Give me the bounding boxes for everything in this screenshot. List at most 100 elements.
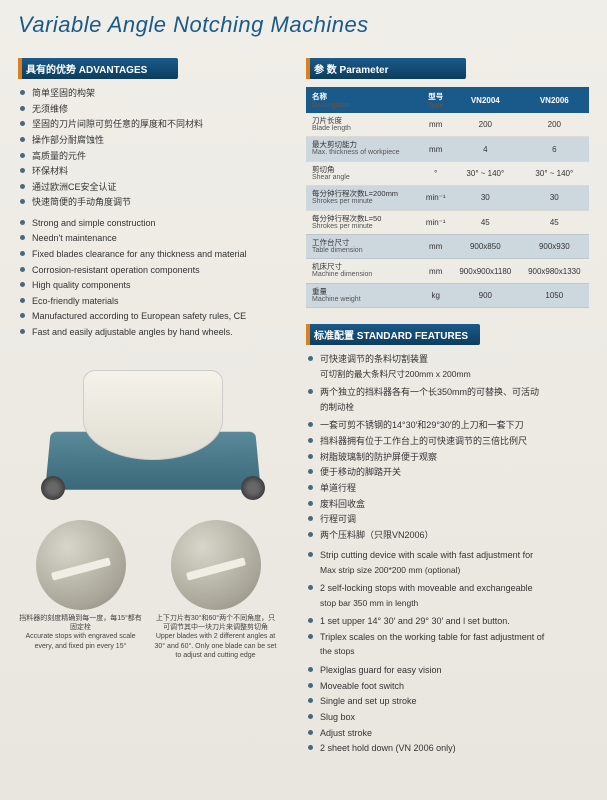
list-item: 废料回收盒 <box>308 498 589 510</box>
list-subitem: 可切割的最大条料尺寸200mm x 200mm <box>320 369 589 380</box>
list-item: 可快速调节的条料切割装置 <box>308 353 589 365</box>
table-cell: 6 <box>520 137 589 161</box>
table-cell: 900x980x1330 <box>520 259 589 283</box>
list-item: 便于移动的脚踏开关 <box>308 466 589 478</box>
list-item: 两个压料脚（只限VN2006） <box>308 529 589 541</box>
features-header: 标准配置 STANDARD FEATURES <box>306 324 480 345</box>
table-cell: 30° ~ 140° <box>520 161 589 185</box>
page-title: Variable Angle Notching Machines <box>18 12 589 38</box>
features-list-cn: 可快速调节的条料切割装置可切割的最大条料尺寸200mm x 200mm两个独立的… <box>308 353 589 541</box>
list-item: 坚固的刀片间隙可剪任意的厚度和不同材料 <box>20 118 288 130</box>
table-cell: 工作台尺寸Table dimension <box>306 234 420 258</box>
list-item: Adjust stroke <box>308 727 589 739</box>
table-cell: 每分钟行程次数L=50Shrokes per minute <box>306 210 420 234</box>
list-item: Slug box <box>308 711 589 723</box>
list-item: Triplex scales on the working table for … <box>308 631 589 643</box>
list-item: Single and set up stroke <box>308 695 589 707</box>
table-row: 重量Machine weightkg9001050 <box>306 283 589 307</box>
table-cell: 30° ~ 140° <box>451 161 520 185</box>
thumbnail-caption: 挡料器的刻度精确到每一度，每15°都有固定栓 Accurate stops wi… <box>18 614 143 650</box>
thumbnail: 上下刀片有30°和60°两个不同角度，只可调节其中一块刀片来调整剪切角 Uppe… <box>153 520 278 659</box>
table-cell: 30 <box>451 186 520 210</box>
table-cell: 200 <box>520 113 589 137</box>
right-column: 参 数 Parameter 名称Description型号TypeVN2004V… <box>306 58 589 762</box>
list-item: 行程可调 <box>308 513 589 525</box>
thumbnail-row: 挡料器的刻度精确到每一度，每15°都有固定栓 Accurate stops wi… <box>18 520 288 659</box>
table-cell: 刀片长度Blade length <box>306 113 420 137</box>
list-item: 操作部分耐腐蚀性 <box>20 134 288 146</box>
list-subitem: stop bar 350 mm in length <box>320 598 589 609</box>
table-cell: ° <box>420 161 451 185</box>
table-header: VN2006 <box>520 87 589 113</box>
product-image <box>33 348 273 508</box>
thumbnail-image <box>171 520 261 610</box>
table-row: 工作台尺寸Table dimensionmm900x850900x930 <box>306 234 589 258</box>
list-item: Corrosion-resistant operation components <box>20 264 288 276</box>
table-cell: 900 <box>451 283 520 307</box>
parameter-header: 参 数 Parameter <box>306 58 466 79</box>
thumbnail-caption: 上下刀片有30°和60°两个不同角度，只可调节其中一块刀片来调整剪切角 Uppe… <box>153 614 278 659</box>
list-item: 通过欧洲CE安全认证 <box>20 181 288 193</box>
table-cell: 900x850 <box>451 234 520 258</box>
table-cell: 最大剪切能力Max. thickness of workpiece <box>306 137 420 161</box>
list-item: High quality components <box>20 279 288 291</box>
table-cell: min⁻¹ <box>420 210 451 234</box>
table-cell: 重量Machine weight <box>306 283 420 307</box>
advantages-header: 具有的优势 ADVANTAGES <box>18 58 178 79</box>
table-cell: 45 <box>451 210 520 234</box>
thumbnail: 挡料器的刻度精确到每一度，每15°都有固定栓 Accurate stops wi… <box>18 520 143 659</box>
parameter-table: 名称Description型号TypeVN2004VN2006 刀片长度Blad… <box>306 87 589 308</box>
list-item: Fixed blades clearance for any thickness… <box>20 248 288 260</box>
list-item: 一套可剪不锈钢的14°30′和29°30′的上刀和一套下刀 <box>308 419 589 431</box>
table-cell: kg <box>420 283 451 307</box>
list-subitem: Max strip size 200*200 mm (optional) <box>320 565 589 576</box>
table-row: 剪切角Shear angle°30° ~ 140°30° ~ 140° <box>306 161 589 185</box>
list-item: Fast and easily adjustable angles by han… <box>20 326 288 338</box>
list-item: Strong and simple construction <box>20 217 288 229</box>
list-item: 树脂玻璃制的防护屏便于观察 <box>308 451 589 463</box>
list-item: 简单坚固的构架 <box>20 87 288 99</box>
main-columns: 具有的优势 ADVANTAGES 简单坚固的构架无须维修坚固的刀片间隙可剪任意的… <box>18 58 589 762</box>
table-header: 名称Description <box>306 87 420 113</box>
table-header: 型号Type <box>420 87 451 113</box>
table-row: 最大剪切能力Max. thickness of workpiecemm46 <box>306 137 589 161</box>
list-subitem: the stops <box>320 646 589 657</box>
thumbnail-image <box>36 520 126 610</box>
table-cell: mm <box>420 113 451 137</box>
table-row: 每分钟行程次数L=50Shrokes per minutemin⁻¹4545 <box>306 210 589 234</box>
table-cell: 剪切角Shear angle <box>306 161 420 185</box>
table-cell: 45 <box>520 210 589 234</box>
list-item: 1 set upper 14° 30′ and 29° 30′ and l se… <box>308 615 589 627</box>
list-item: 环保材料 <box>20 165 288 177</box>
features-list-en: Strip cutting device with scale with fas… <box>308 549 589 754</box>
list-item: Plexiglas guard for easy vision <box>308 664 589 676</box>
table-cell: mm <box>420 259 451 283</box>
advantages-list-en: Strong and simple construction Needn't ma… <box>20 217 288 339</box>
list-item: Needn't maintenance <box>20 232 288 244</box>
table-cell: mm <box>420 137 451 161</box>
table-cell: 机床尺寸Machine dimension <box>306 259 420 283</box>
table-cell: 900x930 <box>520 234 589 258</box>
left-column: 具有的优势 ADVANTAGES 简单坚固的构架无须维修坚固的刀片间隙可剪任意的… <box>18 58 288 762</box>
table-cell: min⁻¹ <box>420 186 451 210</box>
table-cell: 1050 <box>520 283 589 307</box>
list-item: 无须维修 <box>20 103 288 115</box>
advantages-list-cn: 简单坚固的构架无须维修坚固的刀片间隙可剪任意的厚度和不同材料操作部分耐腐蚀性高质… <box>20 87 288 209</box>
list-subitem: 的制动栓 <box>320 402 589 413</box>
table-header: VN2004 <box>451 87 520 113</box>
list-item: 2 sheet hold down (VN 2006 only) <box>308 742 589 754</box>
list-item: Manufactured according to European safet… <box>20 310 288 322</box>
table-row: 刀片长度Blade lengthmm200200 <box>306 113 589 137</box>
table-cell: 4 <box>451 137 520 161</box>
table-row: 每分钟行程次数L=200mmShrokes per minutemin⁻¹303… <box>306 186 589 210</box>
list-item: 快速简便的手动角度调节 <box>20 196 288 208</box>
list-item: 2 self-locking stops with moveable and e… <box>308 582 589 594</box>
list-item: 单道行程 <box>308 482 589 494</box>
table-cell: 200 <box>451 113 520 137</box>
table-cell: mm <box>420 234 451 258</box>
list-item: Eco-friendly materials <box>20 295 288 307</box>
list-item: 挡料器拥有位于工作台上的可快速调节的三倍比例尺 <box>308 435 589 447</box>
table-cell: 30 <box>520 186 589 210</box>
table-cell: 900x900x1180 <box>451 259 520 283</box>
table-cell: 每分钟行程次数L=200mmShrokes per minute <box>306 186 420 210</box>
